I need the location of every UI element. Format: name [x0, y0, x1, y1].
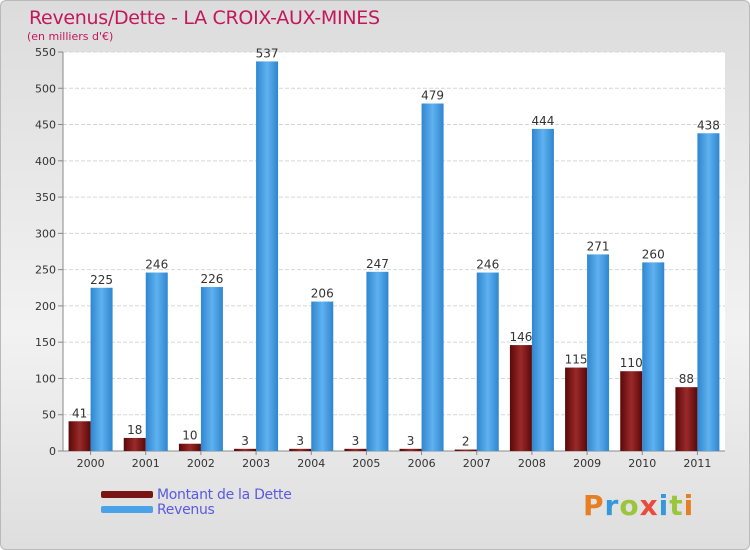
proxiti-logo: Proxiti: [583, 489, 694, 522]
bar-dette: [620, 371, 643, 451]
data-label: 226: [200, 272, 223, 286]
y-tick-label: 0: [49, 445, 56, 458]
logo-letter: o: [619, 489, 640, 522]
bar-dette: [68, 421, 91, 451]
data-label: 271: [587, 239, 610, 253]
legend-swatch-revenus: [101, 506, 153, 513]
bar-revenus: [256, 61, 279, 451]
y-tick-label: 450: [35, 119, 56, 132]
x-tick-label: 2008: [518, 457, 546, 470]
bar-dette: [178, 443, 201, 451]
x-tick-label: 2010: [628, 457, 656, 470]
bar-revenus: [476, 272, 499, 451]
y-tick-label: 200: [35, 300, 56, 313]
x-tick-label: 2009: [573, 457, 601, 470]
legend-swatch-dette: [101, 491, 153, 498]
y-tick-label: 550: [35, 46, 56, 59]
data-label: 246: [476, 258, 499, 272]
bar-dette: [234, 448, 257, 451]
data-label: 444: [531, 114, 554, 128]
bar-revenus: [90, 287, 113, 451]
y-tick-label: 350: [35, 191, 56, 204]
x-tick-label: 2005: [352, 457, 380, 470]
logo-letter: i: [658, 489, 670, 522]
data-label: 3: [407, 434, 415, 448]
bar-dette: [289, 448, 312, 451]
data-label: 146: [509, 330, 532, 344]
bar-revenus: [587, 254, 610, 451]
x-tick-label: 2006: [408, 457, 436, 470]
chart-subtitle: (en milliers d'€): [27, 30, 114, 43]
bar-revenus: [145, 272, 168, 451]
x-tick-label: 2000: [77, 457, 105, 470]
logo-letter: x: [639, 489, 659, 522]
y-tick-label: 250: [35, 264, 56, 277]
data-label: 41: [72, 406, 87, 420]
bar-dette: [344, 448, 367, 451]
data-label: 438: [697, 118, 720, 132]
bar-dette: [399, 448, 422, 451]
bar-dette: [123, 437, 146, 451]
y-tick-label: 500: [35, 82, 56, 95]
logo-letter: P: [583, 489, 605, 522]
bar-revenus: [531, 128, 554, 451]
bar-dette: [454, 449, 477, 451]
y-tick-label: 150: [35, 336, 56, 349]
legend-item-dette: Montant de la Dette: [101, 486, 292, 503]
data-label: 110: [620, 356, 643, 370]
data-label: 537: [256, 46, 279, 60]
legend-item-revenus: Revenus: [101, 501, 292, 518]
data-label: 247: [366, 257, 389, 271]
data-label: 260: [642, 247, 665, 261]
legend-label-dette: Montant de la Dette: [157, 486, 292, 503]
logo-letter: i: [683, 489, 695, 522]
x-tick-label: 2007: [463, 457, 491, 470]
data-label: 10: [182, 429, 197, 443]
data-label: 3: [352, 434, 360, 448]
bar-revenus: [311, 301, 334, 451]
bar-dette: [675, 387, 698, 451]
x-tick-label: 2003: [242, 457, 270, 470]
y-tick-label: 400: [35, 155, 56, 168]
data-label: 115: [565, 353, 588, 367]
y-tick-label: 50: [42, 409, 56, 422]
data-label: 246: [145, 258, 168, 272]
data-label: 2: [462, 435, 470, 449]
data-label: 225: [90, 273, 113, 287]
data-label: 3: [241, 434, 249, 448]
data-label: 18: [127, 423, 142, 437]
bar-revenus: [366, 271, 389, 451]
data-label: 3: [296, 434, 304, 448]
x-tick-label: 2001: [132, 457, 160, 470]
y-tick-label: 100: [35, 372, 56, 385]
bar-dette: [509, 345, 532, 451]
bar-revenus: [642, 262, 665, 451]
bar-revenus: [200, 287, 223, 451]
legend: Montant de la Dette Revenus: [101, 486, 292, 518]
logo-letter: r: [604, 489, 620, 522]
x-tick-label: 2002: [187, 457, 215, 470]
bar-revenus: [421, 103, 444, 452]
data-label: 88: [679, 372, 694, 386]
data-label: 479: [421, 89, 444, 103]
bar-dette: [565, 367, 588, 451]
y-tick-label: 300: [35, 227, 56, 240]
data-label: 206: [311, 287, 334, 301]
x-tick-label: 2011: [683, 457, 711, 470]
logo-letter: t: [669, 489, 684, 522]
plot-area: [63, 52, 725, 451]
x-tick-label: 2004: [297, 457, 325, 470]
legend-label-revenus: Revenus: [157, 501, 215, 518]
chart-title: Revenus/Dette - LA CROIX-AUX-MINES: [29, 7, 380, 29]
bar-revenus: [697, 133, 720, 451]
